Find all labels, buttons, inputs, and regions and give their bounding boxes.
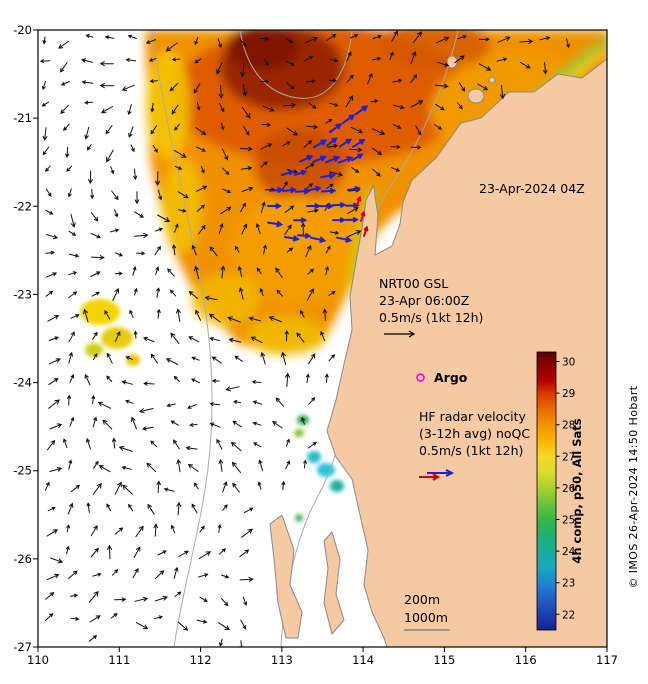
y-axis-tick-labels: -20 -21 -22 -23 -24 -25 -26 -27 xyxy=(13,23,32,654)
sst-yellow-fringe-1 xyxy=(146,50,190,160)
y-tick-m20: -20 xyxy=(13,23,32,37)
colorbar: 30 29 28 27 26 25 24 23 22 4h comp, p50,… xyxy=(536,351,584,631)
x-axis-tick-labels: 110 111 112 113 114 115 116 117 xyxy=(27,653,618,667)
island-barrow xyxy=(467,88,485,104)
y-tick-m24: -24 xyxy=(13,376,32,390)
sst-patch-green-c xyxy=(295,514,303,522)
colorbar-tick-labels: 30 29 28 27 26 25 24 23 22 xyxy=(562,357,576,622)
cb-tick-25: 25 xyxy=(562,515,575,527)
sst-mid-orange xyxy=(230,195,370,305)
y-tick-m22: -22 xyxy=(13,199,32,213)
island-montebello xyxy=(446,55,458,69)
sst-29c-band2 xyxy=(380,30,490,70)
colorbar-gradient xyxy=(536,351,557,631)
argo-float-marker xyxy=(416,373,425,382)
y-tick-m23: -23 xyxy=(13,287,32,301)
shark-bay-peninsula-peron xyxy=(323,531,345,635)
gsl-legend: NRT00 GSL 23-Apr 06:00Z 0.5m/s (1kt 12h) xyxy=(379,276,483,338)
hf-radar-vector-field-red xyxy=(356,195,369,237)
sst-patch-cyan-b xyxy=(317,463,335,477)
gsl-product-label: NRT00 GSL xyxy=(379,276,448,291)
sst-patch-cyan-a xyxy=(307,451,321,463)
x-tick-112: 112 xyxy=(190,653,212,667)
hf-scale-arrow-red xyxy=(419,473,440,481)
cb-tick-27: 27 xyxy=(562,451,575,463)
hf-radar-vector-field xyxy=(267,105,369,243)
bathymetry-shelf-loop xyxy=(239,30,353,99)
x-tick-117: 117 xyxy=(596,653,618,667)
sst-patch-yellow-c xyxy=(85,343,103,357)
y-tick-m26: -26 xyxy=(13,552,32,566)
hf-scale-label: 0.5m/s (1kt 12h) xyxy=(419,443,523,458)
surface-current-vector-field xyxy=(39,30,570,647)
x-axis-ticks xyxy=(37,647,608,652)
sst-yellow-fringe-2 xyxy=(162,157,202,253)
y-tick-m25: -25 xyxy=(13,464,32,478)
y-axis-ticks xyxy=(33,29,38,648)
isobath-1000m-label: 1000m xyxy=(404,610,448,625)
cb-tick-23: 23 xyxy=(562,578,575,590)
isobath-200m-label: 200m xyxy=(404,592,440,607)
island-small xyxy=(488,76,496,84)
sst-patch-cyan-c xyxy=(330,480,344,492)
cb-tick-28: 28 xyxy=(562,420,575,432)
x-tick-114: 114 xyxy=(352,653,374,667)
hf-note-label: (3-12h avg) noQC xyxy=(419,426,530,441)
y-tick-m27: -27 xyxy=(13,640,32,654)
cb-tick-26: 26 xyxy=(562,483,576,495)
x-tick-113: 113 xyxy=(271,653,293,667)
x-tick-116: 116 xyxy=(515,653,537,667)
sst-yellow-fringe-3 xyxy=(191,274,259,326)
cb-tick-30: 30 xyxy=(562,357,575,369)
plot-frame xyxy=(37,29,608,648)
colorbar-label: 4h comp, p50, All Sats xyxy=(570,418,584,563)
x-tick-110: 110 xyxy=(27,653,49,667)
colorbar-ticks xyxy=(556,361,560,615)
isobath-legend: 200m 1000m xyxy=(404,592,450,631)
x-tick-115: 115 xyxy=(433,653,455,667)
hf-radar-legend: HF radar velocity (3-12h avg) noQC 0.5m/… xyxy=(419,409,530,481)
sst-hot-core-inner xyxy=(226,30,298,70)
copyright-label: © IMOS 26-Apr-2024 14:50 Hobart xyxy=(627,385,640,588)
hf-title-label: HF radar velocity xyxy=(419,409,527,424)
sst-patch-yellow-d xyxy=(126,354,140,366)
x-tick-111: 111 xyxy=(108,653,130,667)
cb-tick-24: 24 xyxy=(562,546,576,558)
sst-patch-yellow-a xyxy=(80,299,120,325)
gsl-scale-arrow xyxy=(384,330,416,338)
gsl-scale-label: 0.5m/s (1kt 12h) xyxy=(379,310,483,325)
cb-tick-22: 22 xyxy=(562,609,575,621)
y-tick-m21: -21 xyxy=(13,111,32,125)
sst-red-tongue xyxy=(254,129,346,201)
cb-tick-29: 29 xyxy=(562,388,575,400)
shark-bay-island-dirk-hartog xyxy=(269,514,303,639)
sst-yellow-fringe-4 xyxy=(246,316,326,356)
hf-scale-arrow-blue xyxy=(427,469,455,477)
argo-legend: Argo xyxy=(416,370,468,385)
gsl-time-label: 23-Apr 06:00Z xyxy=(379,293,469,308)
argo-label: Argo xyxy=(434,370,468,385)
sst-patch-green-b xyxy=(294,429,304,437)
bathymetry-contour-1000m xyxy=(151,30,213,647)
datetime-label: 23-Apr-2024 04Z xyxy=(479,181,585,196)
